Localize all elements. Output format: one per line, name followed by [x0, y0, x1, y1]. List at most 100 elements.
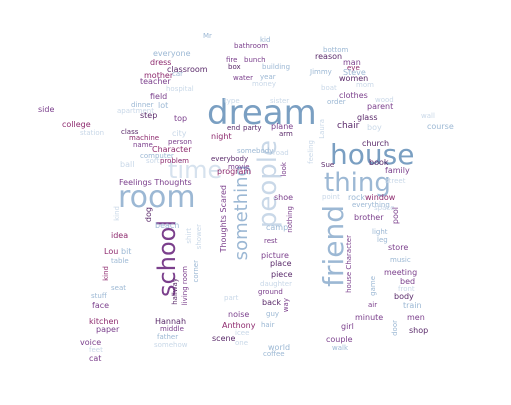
word-dress: dress	[150, 58, 172, 67]
word-eye: eye	[347, 64, 360, 72]
word-kitchen: kitchen	[89, 317, 119, 326]
word-walk: walk	[332, 344, 349, 352]
word-leg: leg	[377, 236, 388, 244]
word-city: city	[172, 129, 187, 138]
word-somehow: somehow	[154, 341, 188, 349]
word-class: class	[121, 128, 139, 136]
word-icee: icee	[235, 329, 250, 337]
word-laura: Laura	[318, 119, 326, 139]
word-couple: couple	[326, 335, 353, 344]
word-nothing: nothing	[286, 206, 294, 233]
word-way: way	[282, 298, 290, 313]
word-light: light	[372, 228, 388, 236]
word-reason: reason	[315, 52, 343, 61]
word-lot: lot	[158, 101, 169, 110]
word-man: man	[343, 58, 361, 67]
word-minute: minute	[355, 313, 384, 322]
word-party: party	[243, 124, 262, 132]
word-friend: friend	[317, 205, 350, 287]
word-program: program	[217, 167, 252, 176]
word-sister: sister	[270, 97, 290, 105]
word-back: back	[262, 298, 282, 307]
word-end: end	[227, 124, 241, 132]
word-pool: pool	[391, 207, 400, 225]
word-classroom: classroom	[167, 65, 208, 74]
word-hallway: hallway	[171, 278, 179, 305]
word-machine: machine	[129, 134, 160, 142]
word-person: person	[168, 138, 192, 146]
word-clothes: clothes	[339, 91, 368, 100]
word-game: game	[369, 276, 377, 296]
word-money: money	[252, 80, 276, 88]
word-wall: wall	[421, 112, 435, 120]
word-mother: mother	[144, 71, 174, 80]
word-kind: kind	[102, 266, 110, 281]
word-something: something	[231, 165, 252, 261]
word-stuff: stuff	[91, 292, 107, 300]
word-voice: voice	[80, 338, 102, 347]
word-camp: camp	[266, 223, 289, 232]
word-dinner: dinner	[131, 101, 154, 109]
word-air: air	[368, 301, 378, 309]
word-women: women	[339, 74, 369, 83]
word-glass: glass	[357, 113, 378, 122]
word-house: house	[330, 138, 415, 171]
word-bunch: bunch	[244, 56, 266, 64]
word-paper: paper	[96, 325, 120, 334]
word-door: door	[391, 320, 399, 336]
word-boy: boy	[367, 123, 382, 132]
word-meeting: meeting	[384, 268, 418, 277]
word-feelings-thoughts: Feelings Thoughts	[119, 178, 192, 187]
word-front: front	[398, 285, 415, 293]
word-plane: plane	[271, 122, 294, 131]
word-somebody: somebody	[237, 147, 274, 155]
word-lou: Lou	[104, 247, 119, 256]
word-kid: kid	[260, 36, 271, 44]
word-world: world	[268, 343, 291, 352]
word-point: point	[322, 193, 340, 201]
word-bed: bed	[400, 277, 416, 286]
word-year: year	[260, 73, 276, 81]
word-train: train	[403, 301, 422, 310]
word-life: kind	[113, 206, 121, 221]
word-time: time	[168, 156, 223, 184]
word-corner: corner	[192, 260, 200, 283]
word-rock: rock	[348, 193, 366, 202]
word-shop: shop	[409, 326, 429, 335]
word-window: window	[365, 193, 396, 202]
word-daughter: daughter	[260, 280, 292, 288]
word-thing: thing	[324, 168, 391, 198]
word-seat: seat	[111, 284, 126, 292]
word-teacher: teacher	[140, 77, 171, 86]
word-road: road	[273, 149, 289, 157]
word-water: water	[233, 74, 253, 82]
word-step: step	[140, 111, 158, 120]
word-one: one	[235, 339, 249, 347]
word-part: part	[224, 294, 239, 302]
word-scene: scene	[212, 334, 236, 343]
word-book: book	[369, 158, 389, 167]
word-car: car	[172, 70, 184, 78]
word-hannah: Hannah	[155, 317, 187, 326]
word-everyone: everyone	[153, 49, 191, 58]
word-hospital: hospital	[166, 85, 194, 93]
word-idea: idea	[111, 231, 129, 240]
word-guy: guy	[266, 310, 280, 318]
word-picture: picture	[261, 251, 289, 260]
word-station: station	[80, 129, 105, 137]
word-movie: movie	[228, 163, 250, 171]
word-everybody: everybody	[211, 155, 249, 163]
word-sort: sort	[146, 157, 160, 165]
word-music: music	[390, 256, 411, 264]
word-parent: parent	[367, 102, 394, 111]
word-fire: fire	[226, 56, 238, 64]
word-ball: ball	[120, 160, 135, 169]
word-side: side	[38, 105, 55, 114]
word-space: space	[374, 204, 395, 212]
word-chair: chair	[337, 121, 360, 131]
word-type: type	[224, 97, 240, 105]
word-brother: brother	[354, 213, 384, 222]
word-bathroom: bathroom	[234, 42, 269, 50]
word-field: field	[150, 92, 168, 101]
word-dream: dream	[207, 93, 317, 133]
